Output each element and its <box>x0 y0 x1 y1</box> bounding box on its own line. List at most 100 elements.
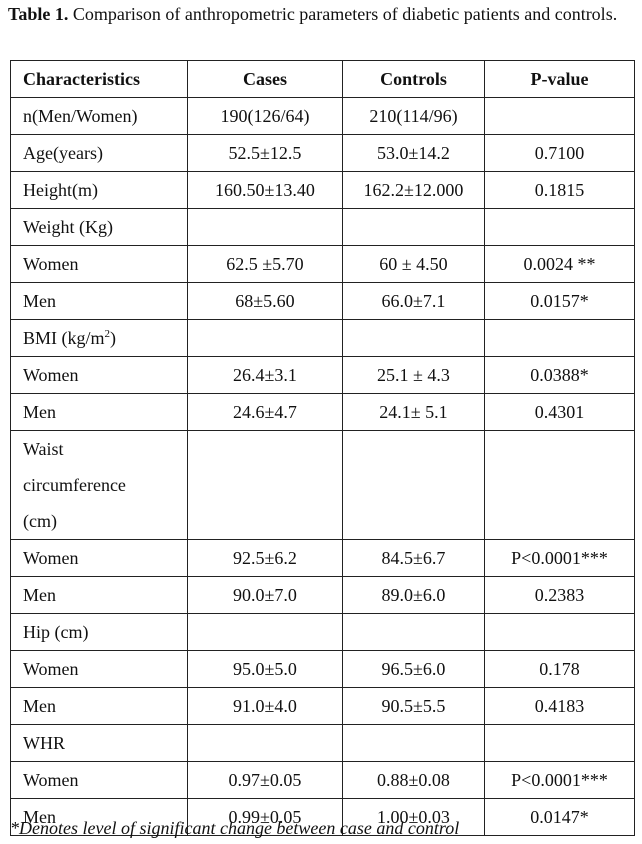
label-cell: n(Men/Women) <box>10 97 188 135</box>
label-text: Waist circumference (cm) <box>23 439 126 531</box>
value-cell: 52.5±12.5 <box>187 134 343 172</box>
table-row: Women 95.0±5.0 96.5±6.0 0.178 <box>10 650 635 688</box>
table-row: n(Men/Women) 190(126/64) 210(114/96) <box>10 97 635 135</box>
value-cell: 26.4±3.1 <box>187 356 343 394</box>
table-row: Men 68±5.60 66.0±7.1 0.0157* <box>10 282 635 320</box>
table-row: Men 90.0±7.0 89.0±6.0 0.2383 <box>10 576 635 614</box>
label-cell: Women <box>10 761 188 799</box>
value-cell: 92.5±6.2 <box>187 539 343 577</box>
table-row: Men 24.6±4.7 24.1± 5.1 0.4301 <box>10 393 635 431</box>
value-cell <box>484 724 635 762</box>
value-cell <box>342 430 485 540</box>
label-cell: Women <box>10 245 188 283</box>
label-cell: Women <box>10 539 188 577</box>
table-row: Weight (Kg) <box>10 208 635 246</box>
value-cell: 96.5±6.0 <box>342 650 485 688</box>
label-cell: Men <box>10 687 188 725</box>
label-cell: Women <box>10 356 188 394</box>
value-cell: 210(114/96) <box>342 97 485 135</box>
value-cell: 0.0157* <box>484 282 635 320</box>
label-cell: Height(m) <box>10 171 188 209</box>
value-cell <box>342 319 485 357</box>
header-cell: Controls <box>342 60 485 98</box>
value-cell: 84.5±6.7 <box>342 539 485 577</box>
table-row: Hip (cm) <box>10 613 635 651</box>
label-cell: Women <box>10 650 188 688</box>
value-cell <box>484 430 635 540</box>
value-cell: 1.00±0.03 <box>342 798 485 836</box>
label-cell: Hip (cm) <box>10 613 188 651</box>
table-row: Age(years) 52.5±12.5 53.0±14.2 0.7100 <box>10 134 635 172</box>
value-cell: 53.0±14.2 <box>342 134 485 172</box>
label-cell: WHR <box>10 724 188 762</box>
value-cell: 60 ± 4.50 <box>342 245 485 283</box>
value-cell <box>187 613 343 651</box>
value-cell <box>342 724 485 762</box>
table-row: BMI (kg/m2) <box>10 319 635 357</box>
value-cell <box>342 208 485 246</box>
table-row: Waist circumference (cm) <box>10 430 635 540</box>
value-cell <box>484 97 635 135</box>
value-cell: 66.0±7.1 <box>342 282 485 320</box>
table-row: Height(m) 160.50±13.40 162.2±12.000 0.1815 <box>10 171 635 209</box>
value-cell <box>187 319 343 357</box>
value-cell: 190(126/64) <box>187 97 343 135</box>
value-cell: 0.0024 ** <box>484 245 635 283</box>
value-cell <box>484 319 635 357</box>
value-cell <box>342 613 485 651</box>
header-cell: Characteristics <box>10 60 188 98</box>
caption-label: Table 1. <box>8 4 69 24</box>
table-body: n(Men/Women) 190(126/64) 210(114/96) Age(ye… <box>10 97 635 836</box>
label-cell: BMI (kg/m2) <box>10 319 188 357</box>
header-row: Characteristics Cases Controls P-value <box>10 60 635 98</box>
value-cell: 91.0±4.0 <box>187 687 343 725</box>
caption: Table 1. Comparison of anthropometric pa… <box>8 2 640 26</box>
value-cell: 62.5 ±5.70 <box>187 245 343 283</box>
value-cell <box>484 613 635 651</box>
label-cell: Men <box>10 576 188 614</box>
table-row: Women 0.97±0.05 0.88±0.08 P<0.0001*** <box>10 761 635 799</box>
table-row: Men 91.0±4.0 90.5±5.5 0.4183 <box>10 687 635 725</box>
label-cell: Weight (Kg) <box>10 208 188 246</box>
value-cell <box>187 724 343 762</box>
table-row: Women 26.4±3.1 25.1 ± 4.3 0.0388* <box>10 356 635 394</box>
label-cell: Men <box>10 282 188 320</box>
table-row: WHR <box>10 724 635 762</box>
value-cell: 0.1815 <box>484 171 635 209</box>
table-row: Men 0.99±0.05 1.00±0.03 0.0147* <box>10 798 635 836</box>
value-cell: 0.7100 <box>484 134 635 172</box>
label-cell: Men <box>10 393 188 431</box>
footnote: *Denotes level of significant change bet… <box>10 818 460 838</box>
value-cell: 95.0±5.0 <box>187 650 343 688</box>
value-cell: 0.97±0.05 <box>187 761 343 799</box>
header-cell: P-value <box>484 60 635 98</box>
value-cell: 89.0±6.0 <box>342 576 485 614</box>
value-cell: P<0.0001*** <box>484 539 635 577</box>
value-cell <box>187 430 343 540</box>
caption-text: Comparison of anthropometric parameters … <box>68 4 618 24</box>
value-cell: 160.50±13.40 <box>187 171 343 209</box>
label-cell: Waist circumference (cm) <box>10 430 188 540</box>
value-cell <box>484 208 635 246</box>
value-cell: 68±5.60 <box>187 282 343 320</box>
data-table: Characteristics Cases Controls P-value n(Me… <box>10 60 635 836</box>
value-cell: 162.2±12.000 <box>342 171 485 209</box>
value-cell <box>187 208 343 246</box>
value-cell: 0.2383 <box>484 576 635 614</box>
label-cell: Men <box>10 798 188 836</box>
label-text: BMI (kg/m <box>23 328 105 348</box>
label-text: ) <box>110 328 117 348</box>
value-cell: 25.1 ± 4.3 <box>342 356 485 394</box>
value-cell: 24.6±4.7 <box>187 393 343 431</box>
value-cell: P<0.0001*** <box>484 761 635 799</box>
value-cell: 0.178 <box>484 650 635 688</box>
table-row: Women 92.5±6.2 84.5±6.7 P<0.0001*** <box>10 539 635 577</box>
value-cell: 90.5±5.5 <box>342 687 485 725</box>
header-cell: Cases <box>187 60 343 98</box>
value-cell: 0.0147* <box>484 798 635 836</box>
value-cell: 0.88±0.08 <box>342 761 485 799</box>
label-cell: Age(years) <box>10 134 188 172</box>
value-cell: 0.4301 <box>484 393 635 431</box>
superscript: 2 <box>104 328 111 340</box>
